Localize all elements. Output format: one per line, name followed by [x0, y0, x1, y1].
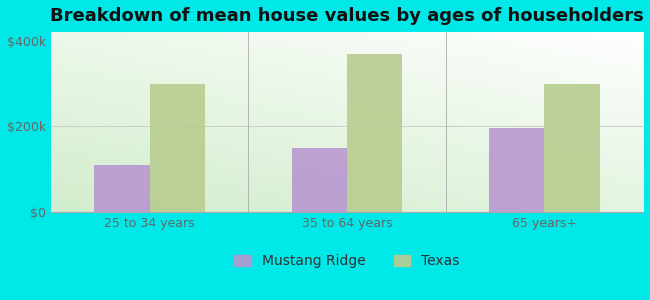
Title: Breakdown of mean house values by ages of householders: Breakdown of mean house values by ages o…: [50, 7, 644, 25]
Bar: [489, 128, 544, 212]
Bar: [347, 53, 402, 212]
Bar: [94, 165, 150, 212]
Bar: [150, 83, 205, 212]
Legend: Mustang Ridge, Texas: Mustang Ridge, Texas: [229, 249, 465, 274]
Bar: [544, 83, 600, 212]
Bar: [292, 148, 347, 212]
